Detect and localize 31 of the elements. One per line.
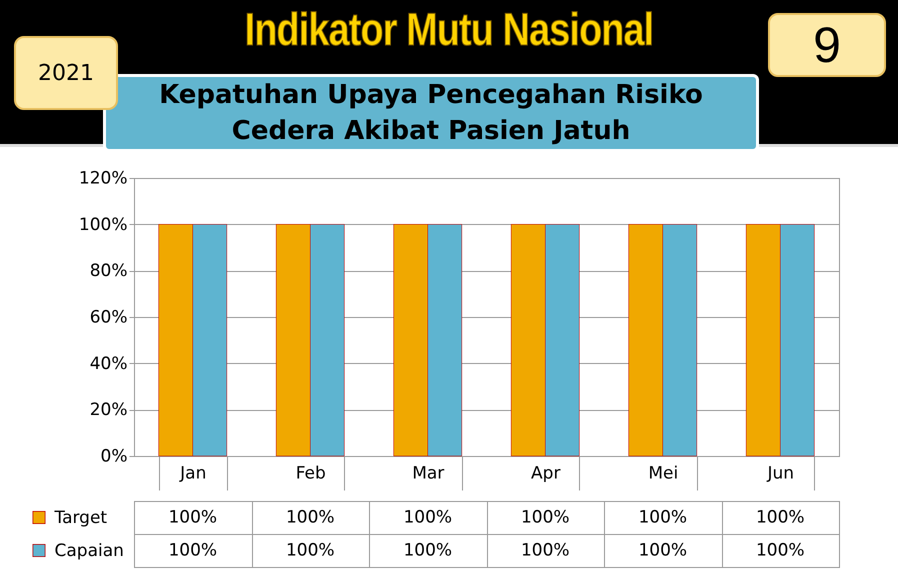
data-label: 100% [403, 508, 452, 528]
y-tick-label: 80% [90, 261, 128, 282]
y-tick-label: 40% [90, 354, 128, 374]
chart-title: Indikator Mutu Nasional [244, 3, 654, 55]
x-tick-label: Jan [179, 464, 206, 484]
legend-label: Target [54, 508, 108, 528]
data-label: 100% [638, 508, 688, 528]
data-label: 100% [638, 540, 688, 560]
x-tick-label: Feb [296, 464, 326, 484]
data-label: 100% [756, 508, 805, 528]
data-label: 100% [286, 508, 335, 528]
y-tick-label: 100% [78, 214, 128, 235]
data-label: 100% [286, 540, 335, 560]
y-tick-label: 60% [90, 308, 128, 328]
data-label: 100% [756, 540, 805, 560]
legend-label: Capaian [54, 541, 124, 561]
data-label: 100% [168, 508, 218, 528]
data-label: 100% [403, 540, 452, 560]
x-tick-label: Apr [531, 464, 560, 484]
x-tick-label: Jun [766, 464, 794, 484]
text: 9 [768, 13, 886, 77]
text: 2021 [14, 36, 118, 110]
data-label: 100% [520, 508, 570, 528]
data-label: 100% [520, 540, 570, 560]
x-tick-label: Mei [648, 464, 678, 484]
y-tick-label: 0% [100, 446, 128, 466]
x-tick-label: Mar [412, 464, 444, 484]
data-label: 100% [168, 540, 218, 560]
y-tick-label: 20% [90, 400, 128, 420]
y-tick-label: 120% [78, 168, 128, 188]
chart-subtitle: Kepatuhan Upaya Pencegahan Risiko Cedera Akibat Pasien Jatuh [103, 74, 759, 152]
